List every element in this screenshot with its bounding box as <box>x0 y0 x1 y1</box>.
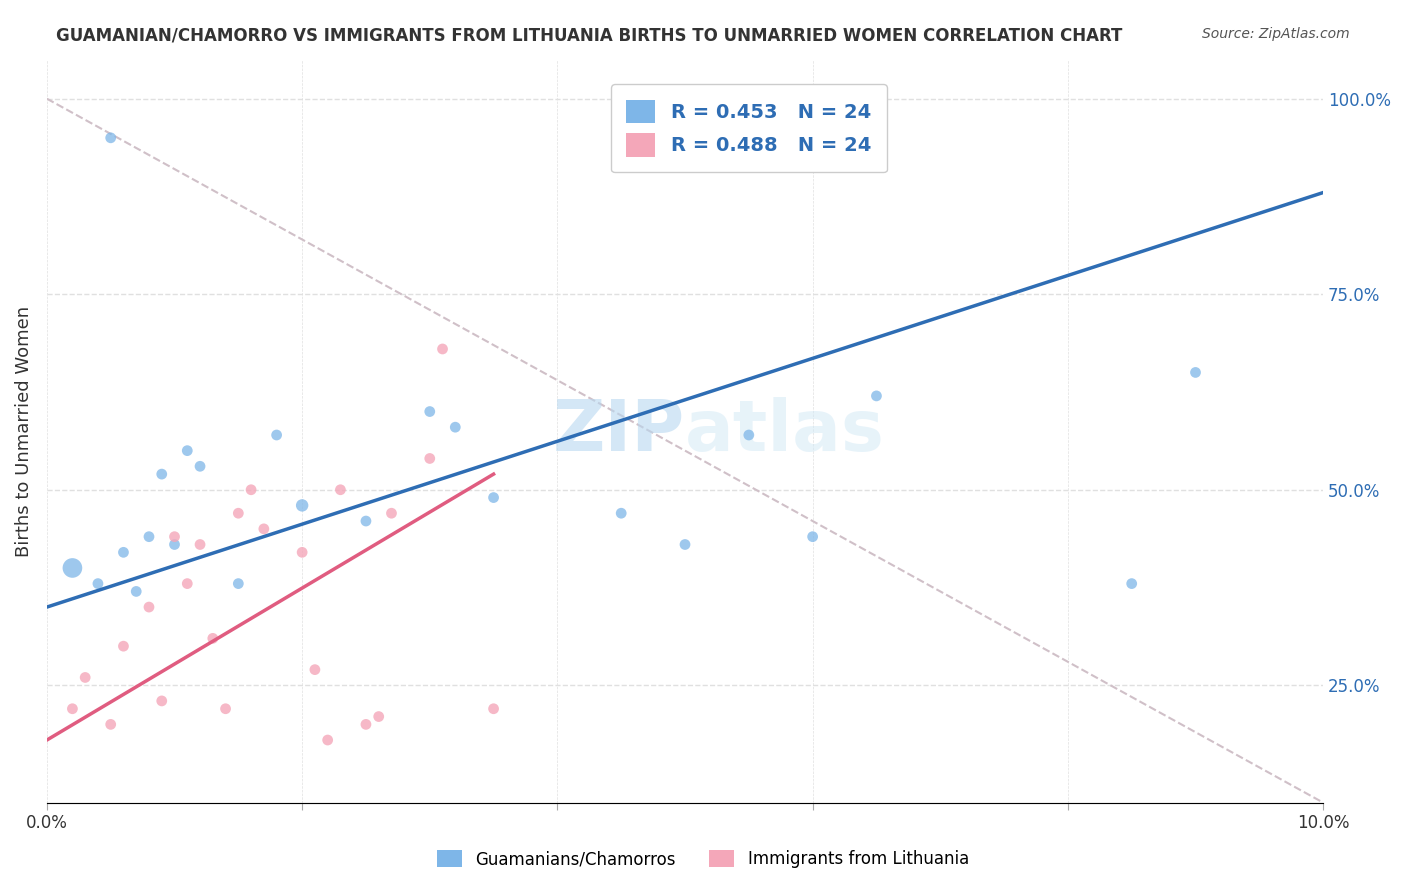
Point <box>354 717 377 731</box>
Text: ZIP: ZIP <box>553 397 685 466</box>
Point <box>176 443 198 458</box>
Point <box>329 483 352 497</box>
Point <box>380 506 402 520</box>
Point <box>801 530 824 544</box>
Point <box>87 576 110 591</box>
Point <box>188 459 211 474</box>
Text: GUAMANIAN/CHAMORRO VS IMMIGRANTS FROM LITHUANIA BIRTHS TO UNMARRIED WOMEN CORREL: GUAMANIAN/CHAMORRO VS IMMIGRANTS FROM LI… <box>56 27 1122 45</box>
Point <box>75 670 97 684</box>
Point <box>316 733 339 747</box>
Point <box>100 130 122 145</box>
Point <box>228 506 250 520</box>
Point <box>125 584 148 599</box>
Point <box>610 506 633 520</box>
Y-axis label: Births to Unmarried Women: Births to Unmarried Women <box>15 306 32 557</box>
Point <box>673 537 696 551</box>
Point <box>138 600 160 615</box>
Point <box>253 522 276 536</box>
Point <box>432 342 454 356</box>
Point <box>150 467 173 482</box>
Point <box>138 530 160 544</box>
Point <box>865 389 887 403</box>
Point <box>419 451 441 466</box>
Legend: R = 0.453   N = 24, R = 0.488   N = 24: R = 0.453 N = 24, R = 0.488 N = 24 <box>610 84 887 172</box>
Point <box>100 717 122 731</box>
Point <box>367 709 389 723</box>
Point <box>150 694 173 708</box>
Point <box>240 483 263 497</box>
Point <box>214 702 236 716</box>
Point <box>419 404 441 418</box>
Point <box>444 420 467 434</box>
Point <box>291 545 314 559</box>
Point <box>163 537 186 551</box>
Point <box>112 545 135 559</box>
Point <box>62 702 84 716</box>
Legend: Guamanians/Chamorros, Immigrants from Lithuania: Guamanians/Chamorros, Immigrants from Li… <box>430 843 976 875</box>
Point <box>291 499 314 513</box>
Point <box>1121 576 1143 591</box>
Point <box>738 428 761 442</box>
Point <box>163 530 186 544</box>
Point <box>482 702 505 716</box>
Point <box>112 639 135 653</box>
Point <box>482 491 505 505</box>
Point <box>304 663 326 677</box>
Text: atlas: atlas <box>685 397 884 466</box>
Point <box>354 514 377 528</box>
Point <box>1184 366 1206 380</box>
Text: Source: ZipAtlas.com: Source: ZipAtlas.com <box>1202 27 1350 41</box>
Point <box>201 632 224 646</box>
Point <box>228 576 250 591</box>
Point <box>176 576 198 591</box>
Point <box>188 537 211 551</box>
Point <box>62 561 84 575</box>
Point <box>266 428 288 442</box>
